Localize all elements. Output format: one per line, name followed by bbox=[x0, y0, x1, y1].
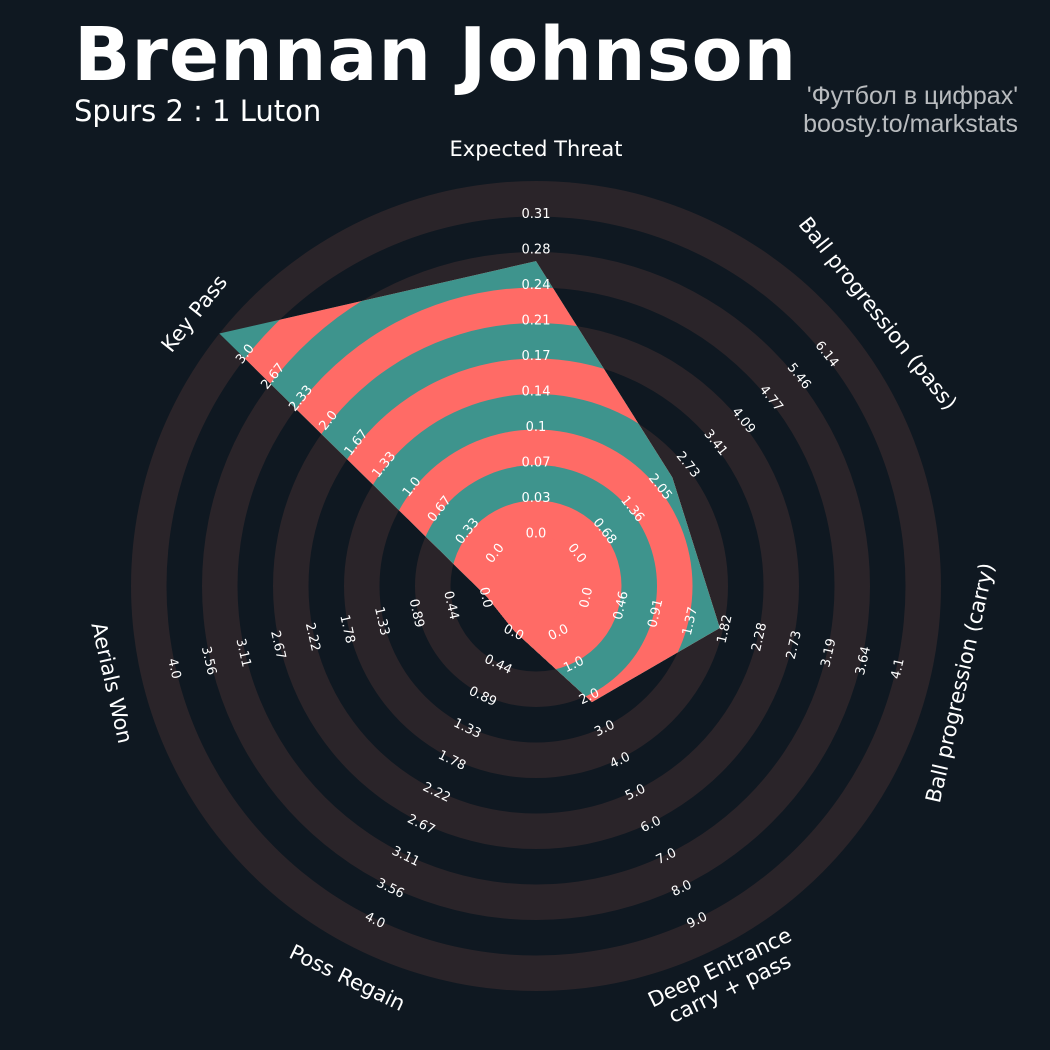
tick-label: 0.89 bbox=[406, 598, 427, 630]
match-score-subtitle: Spurs 2 : 1 Luton bbox=[74, 94, 322, 128]
tick-label: 4.1 bbox=[889, 657, 908, 681]
tick-label: 2.28 bbox=[749, 621, 770, 653]
tick-label: 0.07 bbox=[522, 456, 551, 471]
tick-label: 1.82 bbox=[715, 613, 736, 645]
tick-label: 0.44 bbox=[440, 590, 461, 622]
tick-label: 4.0 bbox=[164, 657, 183, 681]
tick-label: 3.19 bbox=[818, 637, 839, 669]
parameter-label: Expected Threat bbox=[450, 137, 623, 161]
tick-label: 0.0 bbox=[476, 586, 495, 610]
tick-label: 1.78 bbox=[336, 613, 357, 645]
credit-block: 'Футбол в цифрах' boosty.to/markstats bbox=[803, 82, 1018, 138]
tick-label: 1.37 bbox=[680, 605, 701, 637]
tick-label: 0.14 bbox=[522, 385, 551, 400]
tick-label: 0.03 bbox=[522, 491, 551, 506]
tick-label: 3.11 bbox=[233, 637, 254, 669]
tick-label: 0.1 bbox=[526, 420, 547, 435]
player-name-title: Brennan Johnson bbox=[74, 12, 798, 98]
value-band-center bbox=[486, 536, 586, 636]
tick-label: 0.28 bbox=[522, 243, 551, 258]
parameter-label-line: Aerials Won bbox=[86, 620, 137, 746]
tick-label: 0.91 bbox=[645, 598, 666, 630]
tick-label: 0.21 bbox=[522, 314, 551, 329]
tick-label: 0.31 bbox=[522, 207, 551, 222]
parameter-label: Aerials Won bbox=[86, 620, 137, 746]
tick-label: 3.64 bbox=[853, 645, 874, 677]
tick-label: 2.67 bbox=[267, 629, 288, 661]
tick-label: 2.22 bbox=[302, 621, 323, 653]
tick-label: 0.46 bbox=[611, 590, 632, 622]
tick-label: 0.0 bbox=[526, 527, 547, 542]
tick-label: 3.56 bbox=[198, 645, 219, 677]
credit-link: boosty.to/markstats bbox=[803, 110, 1018, 138]
tick-label: 0.0 bbox=[577, 586, 596, 610]
tick-label: 0.24 bbox=[522, 278, 551, 293]
tick-label: 1.33 bbox=[371, 605, 392, 637]
tick-label: 2.73 bbox=[784, 629, 805, 661]
parameter-label-line: Expected Threat bbox=[450, 137, 623, 161]
tick-label: 0.17 bbox=[522, 349, 551, 364]
credit-channel-name: 'Футбол в цифрах' bbox=[806, 82, 1018, 110]
